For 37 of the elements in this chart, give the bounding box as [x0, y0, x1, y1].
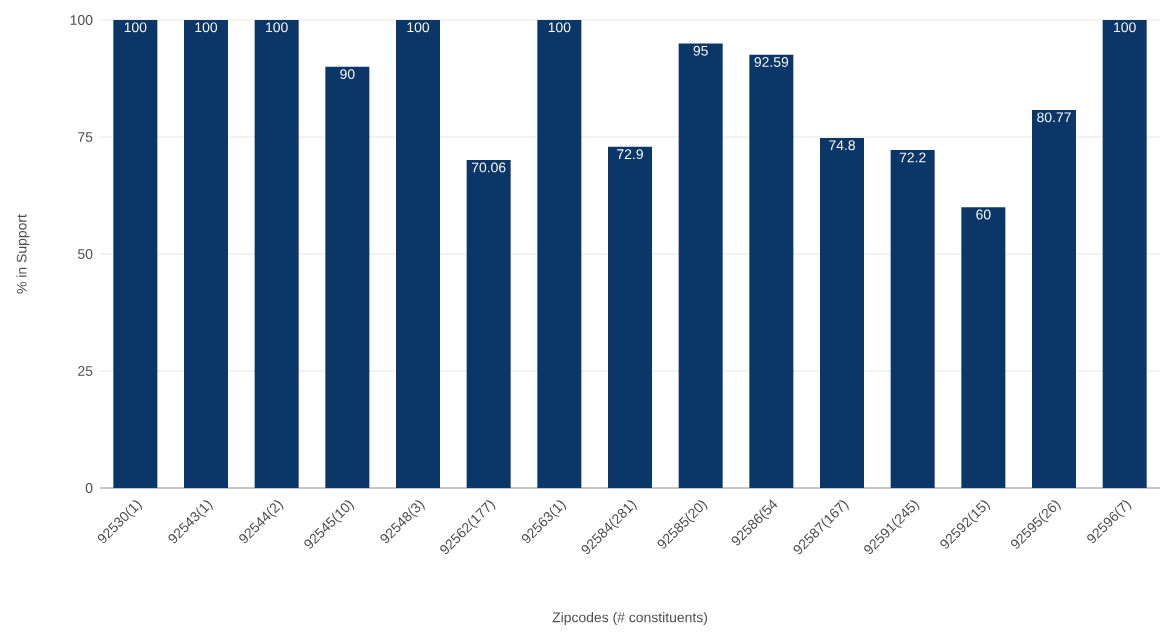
data-label: 90: [340, 69, 355, 80]
data-label: 92.59: [754, 57, 789, 67]
data-label: 80.77: [1037, 112, 1071, 123]
bar: [608, 146, 653, 488]
bar: [466, 160, 511, 488]
y-tick-label: 25: [78, 366, 93, 376]
data-label: 74.8: [829, 140, 855, 151]
bar: [113, 19, 158, 488]
bar: [749, 54, 794, 488]
bar: [1102, 19, 1147, 488]
bar: [890, 150, 935, 488]
y-tick-label: 100: [70, 15, 93, 25]
data-label: 100: [407, 22, 430, 33]
x-axis-title: Zipcodes (# constituents): [552, 612, 708, 626]
data-label: 100: [266, 22, 288, 33]
bar: [1032, 109, 1077, 488]
data-label: 60: [976, 209, 991, 220]
data-label: 100: [124, 22, 147, 33]
data-label: 100: [1114, 22, 1136, 33]
bar: [325, 66, 370, 488]
bar: [254, 19, 299, 488]
data-label: 100: [195, 22, 218, 33]
data-label: 70.06: [471, 162, 506, 173]
y-tick-label: 0: [85, 483, 93, 493]
y-tick-label: 50: [78, 249, 93, 259]
bar: [678, 43, 723, 488]
bar: [961, 207, 1006, 488]
y-axis-title: % in Support: [16, 214, 30, 294]
data-label: 100: [548, 22, 571, 33]
bar: [820, 137, 865, 488]
bar: [396, 19, 440, 488]
bar: [184, 19, 228, 488]
data-label: 72.9: [617, 149, 643, 160]
data-label: 95: [693, 45, 708, 56]
bar: [537, 19, 582, 488]
y-tick-label: 75: [78, 132, 93, 142]
data-label: 72.2: [899, 152, 926, 163]
